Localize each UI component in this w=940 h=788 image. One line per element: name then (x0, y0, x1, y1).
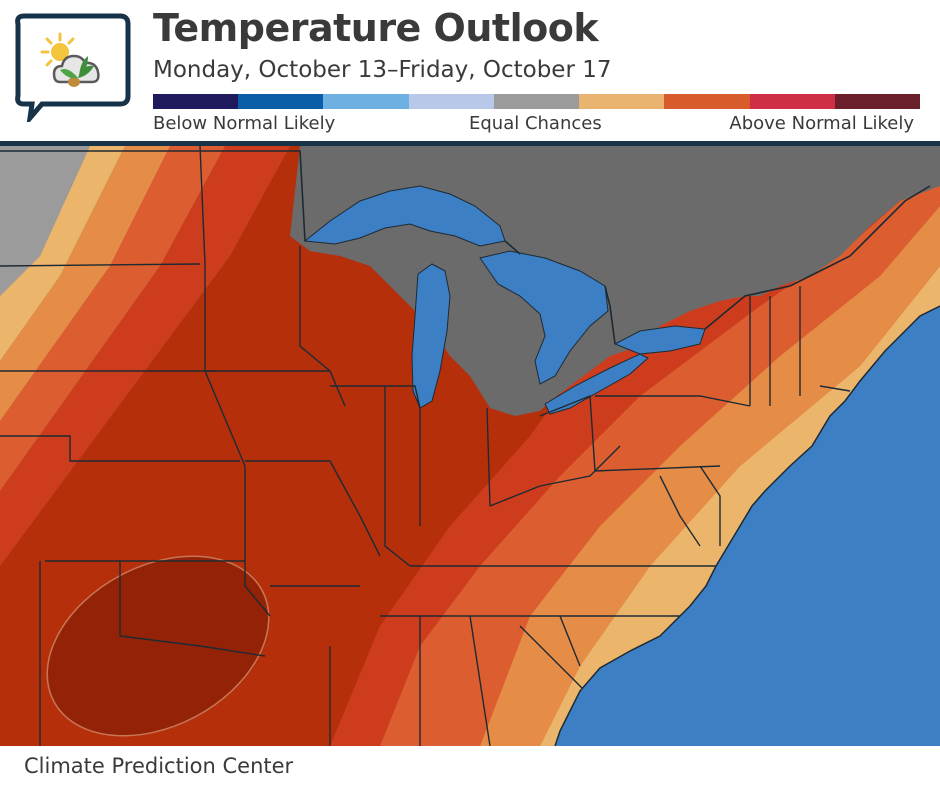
legend-label-below: Below Normal Likely (153, 113, 336, 134)
header-divider (0, 141, 940, 146)
band-above-40-50 (0, 146, 170, 421)
international-border (0, 150, 931, 345)
lake-ontario (613, 325, 706, 355)
atlantic-coastline (554, 305, 940, 746)
legend-swatch (238, 94, 324, 109)
band-above-40-50-east (480, 206, 940, 746)
legend-label-equal: Equal Chances (469, 113, 602, 134)
great-lakes (303, 185, 706, 415)
state-boundaries (0, 146, 851, 746)
legend-swatch (153, 94, 239, 109)
legend-color-bar (153, 94, 920, 109)
legend-swatch (408, 94, 494, 109)
legend-swatch (834, 94, 920, 109)
band-equal-chances (0, 146, 90, 296)
legend-swatch (664, 94, 750, 109)
legend-label-above: Above Normal Likely (729, 113, 914, 134)
header: Temperature Outlook Monday, October 13–F… (0, 0, 940, 142)
page-title: Temperature Outlook (153, 6, 599, 50)
lake-erie (544, 353, 649, 415)
band-above-33-40 (0, 146, 125, 361)
band-above-50-60 (0, 146, 225, 491)
legend-swatch (579, 94, 665, 109)
weather-logo-icon (15, 13, 131, 122)
legend-swatch (749, 94, 835, 109)
lake-michigan (411, 263, 451, 409)
outlook-map (0, 146, 940, 746)
source-credit: Climate Prediction Center (24, 754, 294, 778)
legend-swatch (493, 94, 580, 109)
date-range-subtitle: Monday, October 13–Friday, October 17 (153, 57, 612, 83)
lake-huron (479, 250, 609, 385)
legend-swatch (323, 94, 409, 109)
